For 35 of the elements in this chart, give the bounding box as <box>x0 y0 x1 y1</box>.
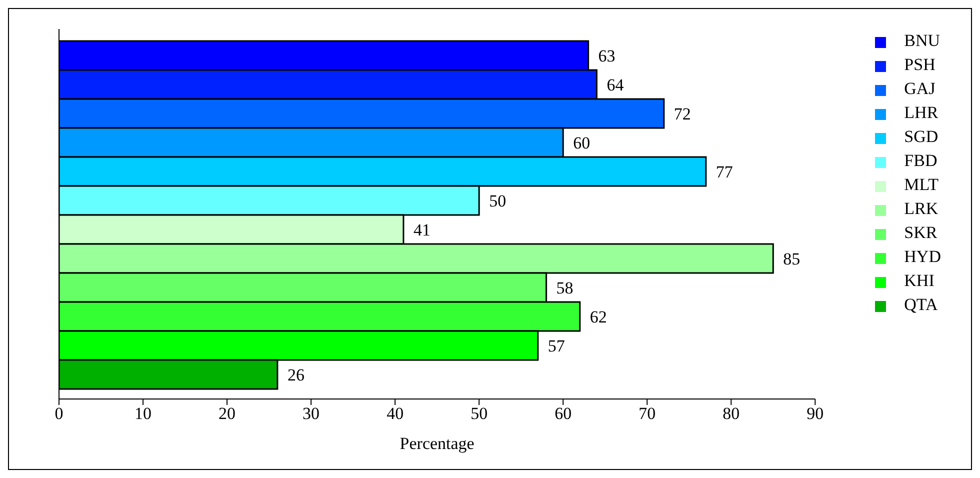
data-label: 77 <box>716 162 734 182</box>
x-tick-label: 90 <box>806 404 824 424</box>
x-tick-label: 10 <box>134 404 152 424</box>
data-label: 60 <box>573 134 590 153</box>
data-label: 57 <box>548 336 566 356</box>
data-label: 85 <box>783 250 800 269</box>
x-tick-label: 70 <box>638 404 656 424</box>
data-label: 50 <box>489 192 506 211</box>
x-tick-label: 20 <box>218 404 236 424</box>
x-tick-label: 80 <box>722 404 740 424</box>
x-tick-label: 50 <box>470 404 488 424</box>
data-label: 41 <box>413 220 430 240</box>
data-label: 64 <box>606 76 624 95</box>
x-axis-title: Percentage <box>400 434 474 453</box>
legend-label: SKR <box>904 223 938 242</box>
legend-label: FBD <box>904 151 938 170</box>
data-label: 58 <box>556 278 574 298</box>
legend-label: SGD <box>904 127 938 146</box>
data-label: 72 <box>674 104 691 124</box>
legend-label: GAJ <box>904 79 936 98</box>
legend-label: BNU <box>904 31 940 50</box>
x-tick-label: 40 <box>386 404 404 424</box>
data-label: 26 <box>287 366 304 385</box>
legend-label: LHR <box>904 103 938 122</box>
legend-label: LRK <box>904 199 938 218</box>
legend-label: PSH <box>904 55 936 74</box>
legend-label: KHI <box>904 271 934 290</box>
legend-label: MLT <box>904 175 938 194</box>
x-tick-label: 60 <box>554 404 572 424</box>
data-label: 62 <box>590 308 607 327</box>
legend-label: HYD <box>904 247 941 266</box>
x-tick-label: 30 <box>302 404 320 424</box>
data-label: 63 <box>598 46 616 66</box>
legend-label: QTA <box>904 295 938 314</box>
x-tick-label: 0 <box>54 404 64 424</box>
